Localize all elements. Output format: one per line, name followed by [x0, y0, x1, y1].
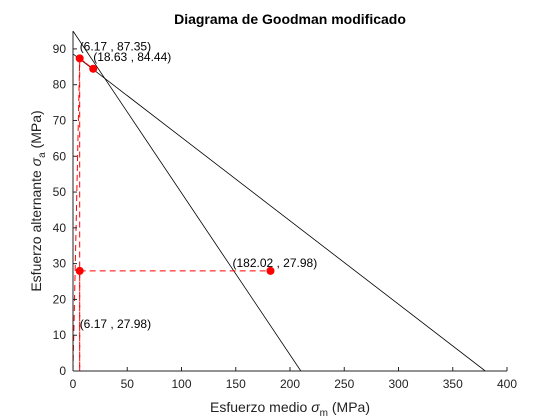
y-tick-label: 10 [53, 328, 67, 342]
data-point-0 [75, 54, 84, 63]
chart-title: Diagrama de Goodman modificado [174, 11, 406, 27]
data-point-1 [89, 64, 98, 73]
y-tick-label: 80 [53, 78, 67, 92]
point-label-3: (6.17 , 27.98) [80, 317, 151, 331]
ticks: 0 50 100 150 200 250 300 350 400 0 10 20 30 40 50 60 70 8… [53, 42, 518, 391]
x-tick-label: 300 [388, 377, 408, 391]
x-tick-label: 100 [171, 377, 191, 391]
data-point-2 [266, 266, 275, 275]
point-label-2: (182.02 , 27.98) [232, 256, 317, 270]
y-tick-label: 50 [53, 185, 67, 199]
x-tick-label: 150 [226, 377, 246, 391]
plot-lines [73, 31, 486, 371]
point-label-0: (6.17 , 87.35) [80, 39, 151, 53]
x-tick-label: 0 [70, 377, 77, 391]
x-tick-label: 50 [121, 377, 135, 391]
y-tick-label: 0 [59, 364, 66, 378]
plot-background [73, 31, 507, 371]
criterion-line-0 [73, 53, 486, 371]
load-line-3 [73, 57, 94, 371]
y-tick-label: 30 [53, 257, 67, 271]
x-tick-label: 200 [280, 377, 300, 391]
y-tick-label: 70 [53, 113, 67, 127]
y-tick-label: 60 [53, 149, 67, 163]
y-axis-label: Esfuerzo alternante σa (MPa) [28, 110, 48, 291]
data-point-3 [75, 266, 84, 275]
plot-points [75, 54, 275, 275]
y-tick-label: 20 [53, 292, 67, 306]
y-tick-label: 40 [53, 221, 67, 235]
y-tick-label: 90 [53, 42, 67, 56]
x-axis-label: Esfuerzo medio σm (MPa) [210, 399, 370, 419]
x-tick-label: 350 [443, 377, 463, 391]
criterion-line-1 [73, 31, 302, 371]
point-labels: (6.17 , 87.35)(18.63 , 84.44) (182.02 , 2… [80, 39, 318, 330]
x-tick-label: 400 [497, 377, 517, 391]
point-label-1: (18.63 , 84.44) [93, 50, 171, 64]
x-tick-label: 250 [334, 377, 354, 391]
